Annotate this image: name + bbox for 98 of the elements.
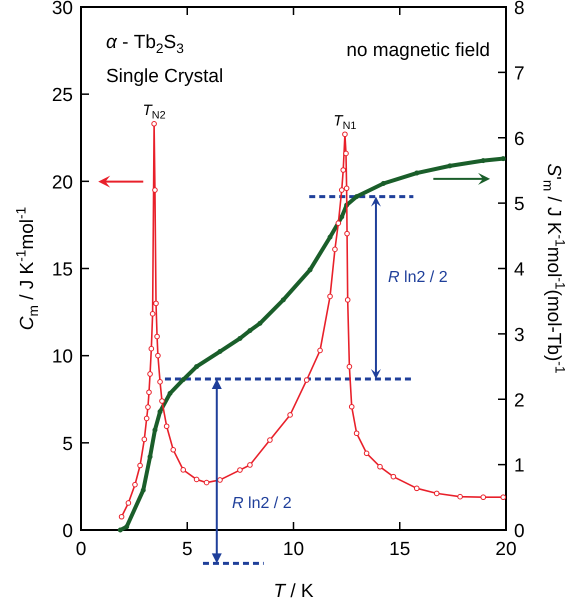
point [146,389,152,396]
point [180,467,186,473]
point [132,482,138,488]
y-tick-label: 20 [52,172,73,194]
y-tick-label: 0 [62,521,73,542]
point [328,234,333,240]
annotation: α - Tb$_{2}$S$_{3}$ [106,32,184,56]
point [158,409,163,414]
point [380,181,386,186]
point [354,194,360,200]
point [354,430,360,436]
point [257,320,262,326]
point [500,494,506,500]
point [247,328,252,334]
y2-tick-label: 0 [514,521,525,542]
point [287,412,293,418]
point [145,404,151,410]
point [280,297,286,302]
point [140,488,146,493]
point [344,297,350,303]
point [414,486,420,492]
x-tick-label: 15 [389,539,410,560]
x-tick-label: 20 [495,539,517,560]
point [336,220,342,226]
point [339,214,344,220]
point [237,467,243,473]
point [457,494,463,500]
point [480,494,486,500]
point [144,416,150,422]
annotation: T$_{N2}$ [142,102,166,122]
point [204,480,210,486]
point [155,352,161,358]
point [142,436,148,442]
point [150,311,156,317]
point [118,528,123,532]
point [194,364,200,370]
point [377,464,383,470]
point [304,377,310,383]
point [170,447,176,453]
annotation: R ln2 / 2 [232,495,292,512]
y-tick-label: 25 [52,85,73,106]
point [308,267,313,272]
point [434,490,440,496]
point [317,348,323,354]
point [151,121,157,127]
point [148,454,153,460]
point [414,170,420,176]
point [168,390,173,396]
point [342,131,348,138]
x-axis-title: T / K [273,581,314,602]
point [159,398,165,404]
point [390,474,396,480]
point [344,186,350,192]
point [343,150,349,156]
annotation: R ln2 / 2 [388,269,448,286]
point [346,364,352,370]
y2-tick-label: 1 [514,456,525,477]
point [447,163,452,168]
point [147,371,153,377]
point [348,404,355,410]
point [137,462,143,468]
point [194,476,200,482]
point [157,379,163,385]
point [164,423,170,430]
point [267,437,273,443]
y2-tick-label: 5 [514,194,525,216]
point [217,349,222,354]
point [152,187,158,193]
y-tick-label: 10 [52,346,73,368]
y2-tick-label: 2 [514,390,525,412]
y2-tick-label: 4 [514,260,525,280]
point [344,230,350,236]
y2-tick-label: 7 [514,63,525,84]
y2-tick-label: 6 [514,128,525,150]
x-tick-label: 10 [282,539,304,560]
annotation: no magnetic field [346,40,490,61]
point [148,346,154,352]
point [118,514,124,520]
y2-tick-label: 3 [514,324,525,346]
y-tick-label: 15 [52,260,73,280]
point [237,336,242,341]
y-tick-label: 30 [52,0,73,19]
point [247,462,253,468]
point [153,300,159,306]
x-tick-label: 5 [182,539,193,560]
point [154,334,160,340]
point [180,377,186,382]
point [124,524,130,530]
point [126,500,132,506]
y-tick-label: 5 [62,434,73,455]
annotation: Single Crystal [106,66,224,87]
y2-tick-label: 8 [514,0,525,19]
x-tick-label: 0 [76,539,86,560]
point [364,450,370,456]
annotation: T$_{N1}$ [333,112,356,132]
point [327,294,333,300]
point [338,187,345,193]
point [332,246,338,252]
